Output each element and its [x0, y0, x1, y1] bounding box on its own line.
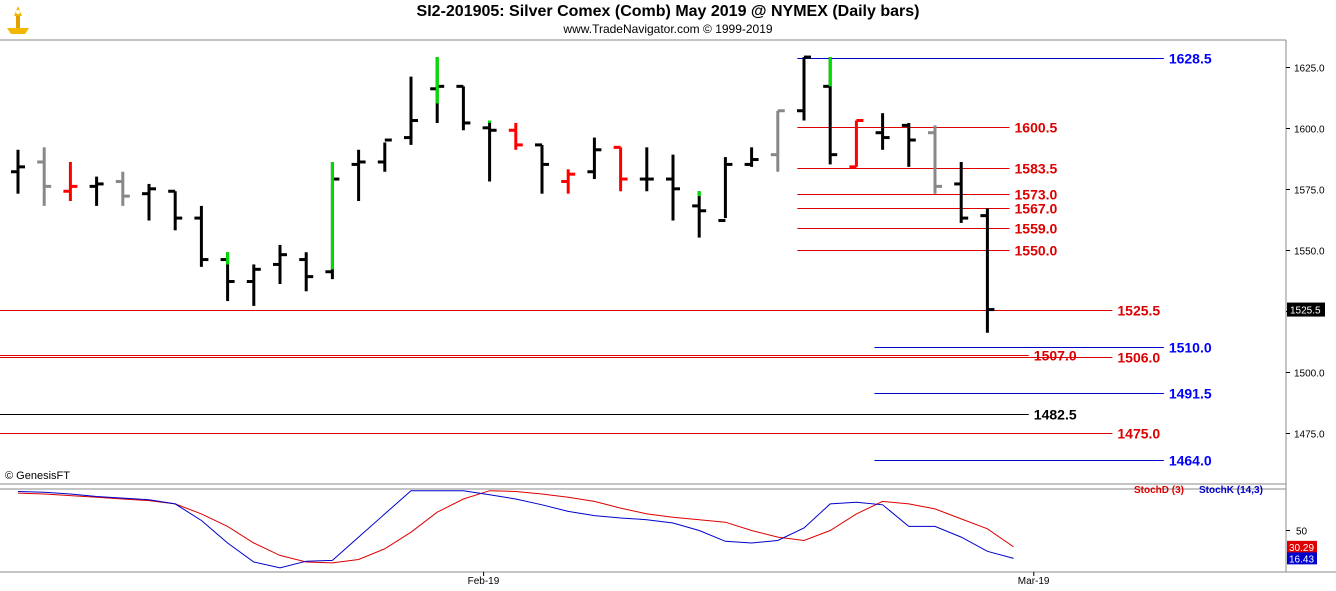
level-label-10: 1506.0: [1117, 350, 1160, 366]
y-tick-label: 1550.0: [1294, 247, 1325, 258]
level-label-14: 1464.0: [1169, 453, 1212, 469]
ohlc-bar: [377, 138, 392, 172]
ohlc-bar: [639, 147, 654, 192]
level-label-13: 1475.0: [1117, 426, 1160, 442]
ohlc-bar: [404, 76, 418, 145]
genesis-logo-icon: [7, 6, 29, 34]
ohlc-bar: [928, 125, 942, 194]
ohlc-bar: [718, 157, 733, 223]
y-tick-label: 1625.0: [1294, 64, 1325, 75]
ohlc-bar: [168, 189, 183, 231]
level-label-4: 1567.0: [1015, 201, 1058, 217]
ohlc-bar: [744, 147, 759, 167]
price-bars: [11, 55, 995, 333]
ohlc-bar: [613, 145, 628, 192]
y-tick-label: 1575.0: [1294, 186, 1325, 197]
stoch-line-1: [17, 490, 1014, 569]
level-label-0: 1628.5: [1169, 51, 1212, 67]
stoch-last-label-1: 16.43: [1289, 554, 1314, 565]
ohlc-bar: [142, 183, 156, 221]
ohlc-bar: [875, 113, 890, 150]
chart-title: SI2-201905: Silver Comex (Comb) May 2019…: [416, 3, 920, 20]
ohlc-bar: [37, 147, 52, 206]
ohlc-bar: [770, 109, 785, 172]
x-tick-label: Feb-19: [468, 576, 500, 587]
ohlc-bar: [115, 171, 130, 206]
ohlc-bar: [63, 161, 78, 202]
date-axis: Feb-19 Mar-19: [468, 572, 1050, 587]
level-label-11: 1491.5: [1169, 386, 1212, 402]
ohlc-bar: [194, 205, 209, 267]
stoch-legend-d: StochD (3): [1134, 485, 1184, 496]
stoch-legend-k: StochK (14,3): [1199, 485, 1263, 496]
ohlc-bar: [535, 143, 549, 194]
y-tick-label: 1600.0: [1294, 125, 1325, 136]
title-bar: SI2-201905: Silver Comex (Comb) May 2019…: [0, 0, 1336, 40]
copyright-line: www.TradeNavigator.com © 1999-2019: [563, 22, 773, 36]
last-price-box: [1287, 302, 1325, 317]
level-label-7: 1525.5: [1117, 303, 1160, 319]
ohlc-bar: [954, 161, 969, 223]
ohlc-bar: [299, 252, 314, 292]
ohlc-bar: [89, 176, 104, 206]
price-panel-frame: [0, 39, 1336, 573]
ohlc-bar: [561, 169, 576, 194]
level-label-3: 1573.0: [1015, 187, 1058, 203]
stoch-last-box-1: [1287, 552, 1317, 565]
ohlc-bar: [351, 149, 366, 202]
level-label-6: 1550.0: [1015, 243, 1058, 259]
ohlc-bar: [430, 57, 445, 123]
level-label-8: 1510.0: [1169, 340, 1212, 356]
ohlc-bar: [901, 122, 916, 167]
ohlc-bar: [325, 161, 340, 280]
level-label-5: 1559.0: [1015, 221, 1058, 237]
ohlc-bar: [246, 264, 261, 306]
ohlc-bar: [692, 191, 707, 238]
x-tick-label: Mar-19: [1018, 576, 1050, 587]
level-label-1: 1600.5: [1015, 120, 1058, 136]
ohlc-bar: [482, 120, 497, 182]
ohlc-bar: [666, 154, 680, 221]
ohlc-bar: [823, 57, 838, 165]
ohlc-bar: [508, 122, 523, 150]
level-label-9: 1507.0: [1034, 348, 1077, 364]
y-tick-label: 1500.0: [1294, 369, 1325, 380]
ohlc-bar: [797, 55, 811, 121]
last-price-label: 1525.5: [1290, 306, 1321, 317]
ohlc-bar: [456, 84, 471, 131]
price-axis: 1475.01500.01525.01550.01575.01600.01625…: [1286, 64, 1325, 441]
ohlc-bar: [273, 244, 287, 284]
ohlc-bar: [980, 208, 995, 333]
level-label-12: 1482.5: [1034, 407, 1077, 423]
ohlc-bar: [849, 119, 864, 169]
stoch-y-label: 50: [1296, 527, 1308, 538]
watermark: © GenesisFT: [5, 470, 70, 482]
level-label-2: 1583.5: [1015, 161, 1058, 177]
ohlc-bar: [11, 149, 25, 194]
stoch-line-0: [17, 490, 1014, 564]
stoch-last-box-0: [1287, 540, 1317, 553]
ohlc-bar: [587, 137, 602, 180]
stoch-last-label-0: 30.29: [1289, 543, 1314, 554]
ohlc-bar: [220, 252, 235, 302]
y-tick-label: 1475.0: [1294, 430, 1325, 441]
